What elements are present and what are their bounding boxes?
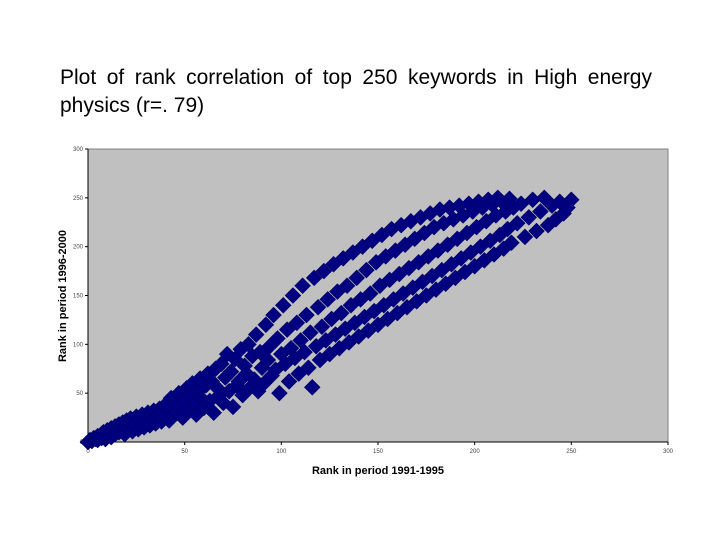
scatter-point: [284, 287, 302, 304]
scatter-point: [348, 269, 366, 287]
scatter-point: [259, 351, 277, 369]
y-tick-label: 200: [73, 245, 84, 251]
scatter-point: [309, 298, 327, 316]
scatter-point: [520, 209, 538, 226]
scatter-point: [503, 234, 520, 252]
scatter-point: [516, 228, 534, 246]
scatter-point: [278, 321, 296, 339]
scatter-point: [257, 316, 275, 334]
x-tick-label: 200: [470, 449, 481, 455]
scatter-point: [319, 291, 337, 308]
y-tick-label: 150: [73, 294, 84, 300]
y-tick-label: 250: [73, 196, 84, 202]
scatter-point: [358, 261, 375, 279]
scatter-point: [305, 269, 323, 287]
scatter-point: [224, 398, 242, 416]
scatter-point: [269, 330, 286, 347]
scatter-point: [562, 191, 580, 209]
scatter-point: [265, 306, 282, 324]
scatter-point: [271, 384, 288, 402]
scatter-point: [313, 318, 331, 336]
x-tick-label: 250: [566, 449, 577, 455]
x-axis-title: Rank in period 1991-1995: [312, 465, 444, 477]
scatter-point: [280, 373, 298, 390]
scatter-point: [301, 324, 319, 341]
y-tick-label: 100: [73, 342, 84, 348]
scatter-point: [528, 222, 545, 240]
scatter-point: [294, 277, 311, 295]
scatter-point: [296, 343, 313, 361]
scatter-point: [274, 296, 292, 314]
scatter-point: [247, 326, 265, 343]
scatter-point: [338, 277, 356, 295]
x-tick-label: 300: [663, 449, 674, 455]
scatter-point: [222, 363, 240, 381]
scatter-point: [532, 203, 549, 220]
scatter-point: [288, 314, 306, 332]
scatter-point: [361, 285, 379, 302]
y-axis-title: Rank in period 1996-2000: [57, 230, 69, 362]
scatter-point: [303, 378, 321, 396]
y-tick-label: 300: [73, 147, 84, 153]
scatter-point: [508, 214, 526, 232]
scatter-point: [315, 262, 333, 280]
x-tick-label: 0: [86, 449, 90, 455]
x-tick-label: 50: [181, 449, 188, 455]
x-axis-ticks: 0 50 100 150 200 250 300: [86, 442, 674, 455]
x-tick-label: 150: [373, 449, 384, 455]
scatter-point: [332, 304, 350, 322]
x-tick-label: 100: [276, 449, 287, 455]
data-points: [79, 189, 580, 451]
y-tick-label: 50: [76, 391, 83, 397]
scatter-point: [298, 306, 315, 324]
slide-title: Plot of rank correlation of top 250 keyw…: [60, 66, 652, 117]
scatter-point: [300, 359, 317, 377]
scatter-point: [205, 404, 223, 422]
